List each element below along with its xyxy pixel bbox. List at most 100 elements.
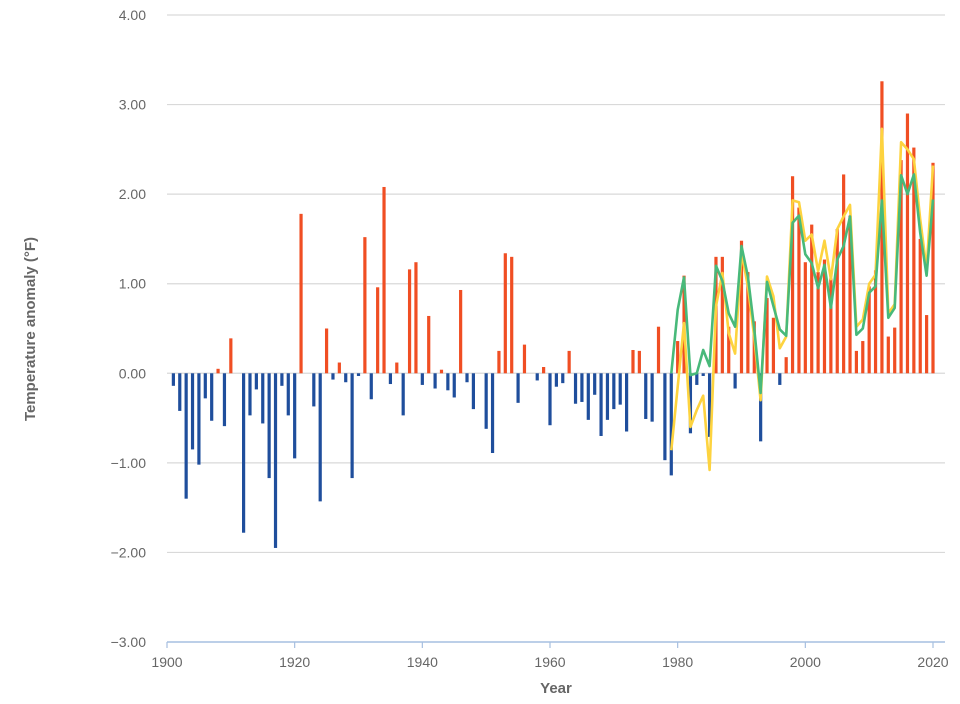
green-series-line [670,173,935,395]
bar-1939 [414,262,418,374]
bar-1953 [503,253,507,374]
bar-2012 [880,81,884,374]
bar-1950 [484,373,488,429]
bar-1951 [490,373,495,454]
bar-2017 [912,147,916,374]
bar-2006 [842,174,846,374]
bar-1933 [376,287,380,374]
bar-2014 [893,327,897,374]
bar-1924 [318,373,322,502]
bar-1915 [261,373,265,424]
bar-2016 [905,113,910,374]
bar-1993 [759,373,763,442]
bar-1990 [739,240,744,374]
bar-1956 [522,344,527,374]
bar-1952 [497,350,501,374]
bar-1936 [395,362,399,374]
x-tick-label: 2000 [790,654,821,670]
bar-1905 [197,373,201,465]
bar-1964 [573,373,578,404]
bar-1902 [178,373,182,411]
bar-1977 [656,326,661,374]
bar-2004 [829,278,833,374]
bar-1919 [286,373,290,416]
bar-1909 [222,373,227,427]
bar-1978 [663,373,667,461]
bar-1918 [280,373,284,386]
y-tick-label: −3.00 [111,634,147,650]
bar-1999 [797,207,801,374]
bar-1954 [510,256,514,374]
bar-1946 [459,289,463,374]
bar-1916 [267,373,271,479]
bar-1934 [382,186,386,374]
bars [171,81,935,548]
bar-1913 [248,373,252,416]
bar-1938 [407,269,412,374]
y-tick-label: 4.00 [119,7,146,23]
line-series [670,127,935,472]
bar-1997 [784,357,788,374]
bar-1967 [593,373,597,395]
bar-1923 [312,373,316,407]
bar-1935 [388,373,393,385]
bar-1944 [446,373,450,391]
bar-1942 [433,373,437,389]
bar-1929 [350,373,354,479]
y-tick-label: 1.00 [119,276,146,292]
bar-1969 [605,373,610,420]
bar-1926 [331,373,335,380]
x-tick-label: 1980 [662,654,693,670]
bar-1985 [707,373,712,437]
bar-2003 [822,259,827,374]
bar-1960 [548,373,552,426]
bar-1947 [465,373,469,383]
bar-1994 [765,298,769,374]
bar-1928 [344,373,348,383]
bar-1901 [171,373,175,386]
bar-2009 [861,341,865,374]
bar-1973 [631,349,635,374]
bar-2008 [854,350,858,374]
bar-1948 [471,373,475,410]
bar-1930 [356,373,361,376]
bar-1975 [644,373,648,419]
bar-1931 [363,237,367,374]
bar-1998 [790,176,795,374]
bar-1945 [452,373,456,398]
bar-1983 [695,373,699,385]
bar-1980 [676,341,680,374]
bar-1965 [580,373,584,402]
bar-1987 [720,256,724,374]
x-tick-label: 1940 [407,654,438,670]
y-tick-label: −1.00 [111,455,147,471]
bar-2002 [816,272,820,374]
bar-2000 [803,262,807,374]
bar-1984 [701,373,705,376]
bar-1937 [401,373,405,416]
bar-1906 [203,373,207,399]
y-tick-label: 3.00 [119,97,146,113]
bar-1959 [542,367,546,374]
y-axis-label: Temperature anomaly (°F) [22,237,39,421]
bar-1991 [746,272,750,374]
bar-1932 [369,373,373,400]
bar-1982 [688,373,693,434]
bar-1903 [184,373,188,499]
bar-1920 [293,373,297,459]
bar-2001 [810,224,814,374]
bar-2005 [835,229,839,374]
bar-1917 [273,373,278,548]
bar-1976 [650,373,654,422]
bar-2010 [867,286,871,374]
bar-2020 [931,162,935,374]
bar-1927 [337,362,341,374]
bar-1921 [299,213,303,374]
bar-1961 [554,373,558,387]
bar-1989 [733,373,737,389]
bar-1962 [561,373,565,384]
y-tick-label: 2.00 [119,186,146,202]
bar-1914 [254,373,258,390]
